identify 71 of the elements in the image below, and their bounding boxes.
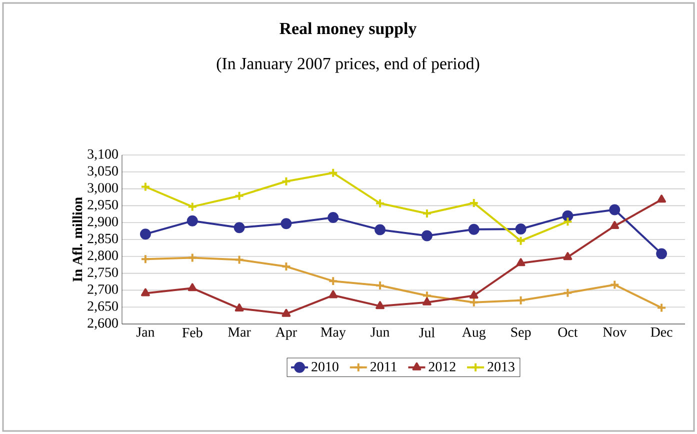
y-tick-label: 3,100: [88, 149, 118, 161]
point: [281, 262, 292, 272]
x-tick-label: Feb: [182, 328, 202, 338]
y-tick-label: 2,800: [88, 250, 118, 262]
x-tick-label: Oct: [558, 328, 578, 337]
point: [374, 224, 386, 236]
point: [328, 290, 338, 298]
point: [609, 204, 620, 216]
x-tick-label: May: [320, 328, 346, 340]
point: [422, 297, 432, 306]
point: [281, 176, 292, 186]
point: [234, 222, 245, 234]
x-tick-label: Jun: [370, 328, 390, 337]
point: [516, 258, 526, 266]
point: [187, 252, 198, 263]
point: [280, 218, 292, 230]
point: [234, 254, 244, 265]
point: [468, 198, 479, 208]
point: [422, 208, 432, 218]
point: [610, 280, 620, 290]
point: [375, 280, 386, 290]
point: [234, 190, 244, 201]
legend-label: 2012: [428, 362, 456, 372]
y-tick-label: 2,650: [88, 301, 118, 313]
legend-label: 2013: [488, 362, 514, 372]
point: [282, 308, 291, 317]
y-tick-label: 2,600: [88, 318, 118, 330]
point: [421, 230, 432, 242]
x-tick-label: Mar: [228, 328, 251, 337]
y-tick-label: 3,050: [88, 166, 118, 178]
point: [328, 212, 339, 224]
point: [234, 303, 244, 312]
point: [375, 198, 386, 208]
legend-label: 2011: [370, 362, 396, 372]
y-tick-label: 2,850: [88, 234, 118, 246]
y-axis-title: In Afl. million: [72, 197, 82, 282]
point: [188, 283, 197, 292]
x-tick-label: Jul: [419, 328, 435, 338]
point: [328, 276, 338, 286]
x-tick-label: Dec: [650, 328, 672, 337]
point: [562, 210, 574, 222]
chart-title: Real money supply: [280, 22, 417, 38]
point: [563, 252, 572, 260]
y-tick-label: 2,950: [88, 200, 118, 212]
legend-label: 2010: [312, 362, 338, 372]
y-tick-label: 2,750: [88, 268, 118, 280]
point: [610, 220, 620, 229]
point: [515, 224, 526, 235]
y-tick-label: 2,700: [88, 284, 118, 296]
point: [468, 224, 480, 235]
x-tick-label: Aug: [462, 328, 486, 340]
point: [516, 295, 526, 306]
point: [468, 297, 479, 308]
point: [469, 290, 478, 299]
point: [140, 228, 151, 240]
x-tick-label: Nov: [603, 328, 627, 337]
y-tick-label: 2,900: [88, 216, 118, 228]
x-tick-label: Jan: [136, 328, 155, 337]
y-tick-label: 3,000: [88, 183, 118, 195]
point: [141, 288, 150, 296]
point: [656, 248, 668, 260]
point: [328, 168, 338, 178]
chart-subtitle: (In January 2007 prices, end of period): [216, 57, 480, 73]
point: [562, 288, 573, 298]
point: [516, 236, 526, 246]
x-tick-label: Sep: [511, 328, 531, 340]
point: [187, 202, 198, 212]
point: [657, 194, 666, 203]
x-tick-label: Apr: [276, 328, 297, 340]
point: [376, 301, 384, 310]
point: [186, 215, 198, 226]
